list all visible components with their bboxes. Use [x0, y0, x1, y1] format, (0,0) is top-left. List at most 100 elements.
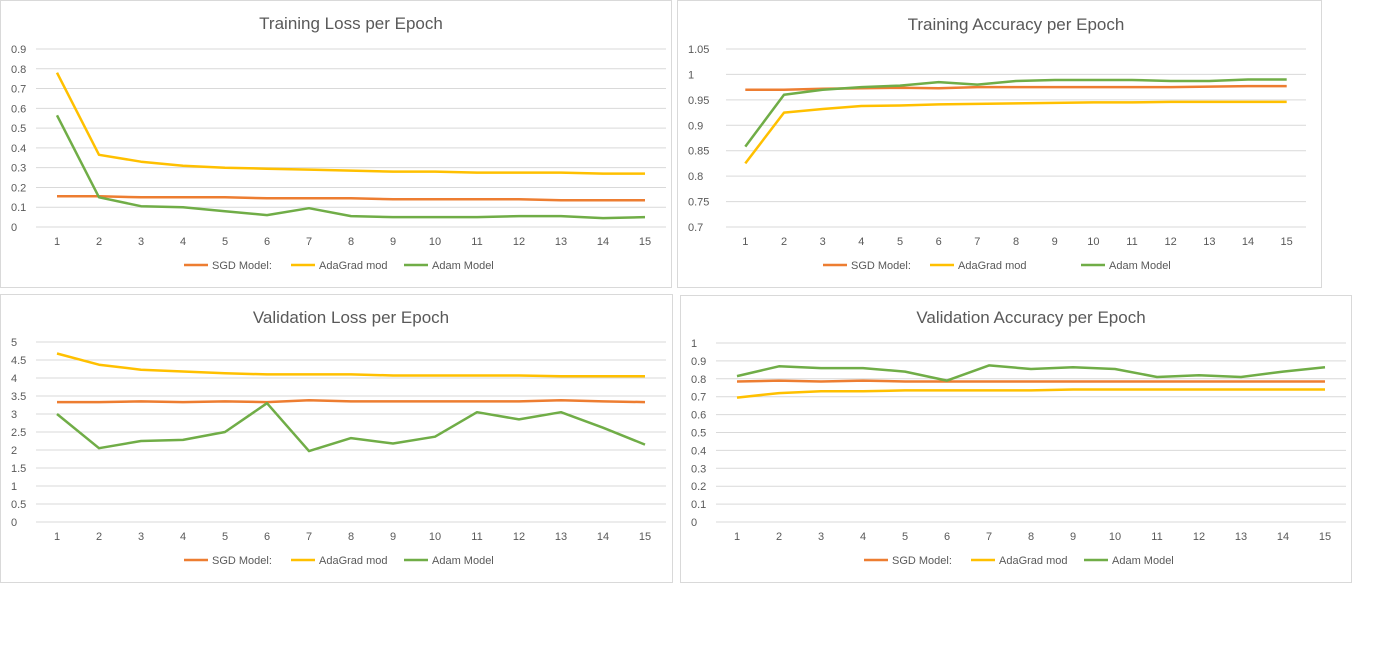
x-tick-label: 9: [390, 531, 396, 543]
x-tick-label: 9: [1070, 531, 1076, 543]
x-tick-label: 14: [1242, 236, 1254, 248]
x-tick-label: 8: [348, 236, 354, 248]
x-tick-label: 5: [222, 236, 228, 248]
legend-label: AdaGrad mod: [958, 260, 1026, 272]
y-tick-label: 0.6: [691, 410, 706, 422]
x-tick-label: 15: [1319, 531, 1331, 543]
x-tick-label: 6: [944, 531, 950, 543]
x-tick-label: 2: [96, 236, 102, 248]
legend-entry: Adam Model: [404, 555, 494, 567]
x-tick-label: 7: [306, 531, 312, 543]
x-tick-label: 11: [1151, 531, 1162, 543]
legend-entry: AdaGrad mod: [971, 555, 1067, 567]
legend-label: AdaGrad mod: [999, 555, 1067, 567]
x-tick-label: 12: [1193, 531, 1205, 543]
legend-label: SGD Model:: [892, 555, 952, 567]
y-tick-label: 0.3: [11, 163, 26, 175]
x-tick-label: 13: [555, 236, 567, 248]
series-line: [56, 401, 646, 453]
x-tick-label: 6: [264, 236, 270, 248]
x-tick-label: 15: [639, 531, 651, 543]
training-loss-chart: Training Loss per Epoch 0 0.1 0.2 0.3 0.4 0.5 0…: [0, 0, 672, 288]
y-tick-label: 0.8: [691, 374, 706, 386]
validation-accuracy-chart: Validation Accuracy per Epoch 0 0.1 0.2 0.3 0…: [680, 295, 1352, 583]
x-tick-label: 11: [1126, 236, 1137, 248]
y-tick-label: 0.1: [691, 499, 706, 511]
y-tick-label: 0: [11, 517, 17, 529]
x-tick-label: 12: [1165, 236, 1177, 248]
y-tick-label: 1.05: [688, 44, 709, 56]
x-tick-label: 4: [180, 236, 186, 248]
x-tick-label: 10: [429, 236, 441, 248]
chart-title: Training Loss per Epoch: [259, 14, 443, 33]
x-tick-label: 2: [96, 531, 102, 543]
series-line: [744, 78, 1287, 148]
x-tick-label: 1: [54, 531, 60, 543]
y-tick-label: 5: [11, 337, 17, 349]
y-tick-label: 0.8: [11, 64, 26, 76]
x-tick-label: 6: [264, 531, 270, 543]
series-line: [55, 72, 645, 175]
x-tick-label: 4: [860, 531, 866, 543]
series-line: [744, 100, 1287, 165]
x-tick-label: 11: [471, 236, 482, 248]
series-line: [57, 399, 646, 404]
chart-svg: Validation Accuracy per Epoch 0 0.1 0.2 0.3 0…: [691, 308, 1346, 567]
x-tick-label: 2: [776, 531, 782, 543]
x-tick-label: 8: [1028, 531, 1034, 543]
y-tick-label: 2.5: [11, 427, 26, 439]
y-tick-label: 1: [691, 338, 697, 350]
y-tick-label: 1: [11, 481, 17, 493]
legend-entry: AdaGrad mod: [291, 260, 387, 272]
x-tick-label: 1: [734, 531, 740, 543]
x-tick-label: 6: [936, 236, 942, 248]
y-tick-label: 0.8: [688, 171, 703, 183]
y-tick-label: 0.2: [11, 182, 26, 194]
series-line: [736, 379, 1325, 383]
x-tick-label: 1: [742, 236, 748, 248]
legend-label: AdaGrad mod: [319, 555, 387, 567]
legend-label: Adam Model: [1112, 555, 1174, 567]
chart-svg: Validation Loss per Epoch 0 0.5 1 1.5 2 2.5 3 3.…: [11, 308, 666, 567]
x-tick-label: 3: [138, 236, 144, 248]
x-tick-label: 7: [986, 531, 992, 543]
x-tick-label: 15: [1281, 236, 1293, 248]
x-tick-label: 10: [429, 531, 441, 543]
y-tick-label: 0.7: [691, 392, 706, 404]
chart-svg: Training Loss per Epoch 0 0.1 0.2 0.3 0.4 0.5 0…: [11, 14, 666, 272]
legend-label: SGD Model:: [212, 555, 272, 567]
legend-entry: AdaGrad mod: [930, 260, 1026, 272]
x-tick-label: 5: [222, 531, 228, 543]
y-tick-label: 0.9: [11, 44, 26, 56]
legend-entry: SGD Model:: [184, 555, 272, 567]
y-tick-label: 0.5: [11, 123, 26, 135]
y-tick-label: 0.2: [691, 481, 706, 493]
y-tick-label: 0.4: [11, 143, 26, 155]
x-tick-label: 1: [54, 236, 60, 248]
x-tick-label: 8: [1013, 236, 1019, 248]
x-tick-label: 3: [818, 531, 824, 543]
legend-entry: AdaGrad mod: [291, 555, 387, 567]
x-tick-label: 13: [555, 531, 567, 543]
x-tick-label: 10: [1087, 236, 1099, 248]
y-tick-label: 1: [688, 69, 694, 81]
x-tick-label: 4: [858, 236, 864, 248]
x-tick-label: 5: [902, 531, 908, 543]
chart-title: Validation Accuracy per Epoch: [916, 308, 1145, 327]
series-line: [736, 364, 1326, 382]
legend-label: Adam Model: [432, 555, 494, 567]
y-tick-label: 0: [11, 222, 17, 234]
x-tick-label: 14: [597, 531, 609, 543]
series-line: [57, 195, 645, 202]
y-tick-label: 4.5: [11, 355, 26, 367]
y-tick-label: 0.4: [691, 445, 706, 457]
legend-label: SGD Model:: [212, 260, 272, 272]
y-tick-label: 0.5: [11, 499, 26, 511]
legend-label: AdaGrad mod: [319, 260, 387, 272]
chart-svg: Training Accuracy per Epoch 0.7 0.75 0.8 0.8…: [688, 15, 1306, 272]
y-tick-label: 2: [11, 445, 17, 457]
x-tick-label: 14: [597, 236, 609, 248]
y-tick-label: 0.1: [11, 202, 26, 214]
y-tick-label: 0.95: [688, 95, 709, 107]
x-tick-label: 5: [897, 236, 903, 248]
